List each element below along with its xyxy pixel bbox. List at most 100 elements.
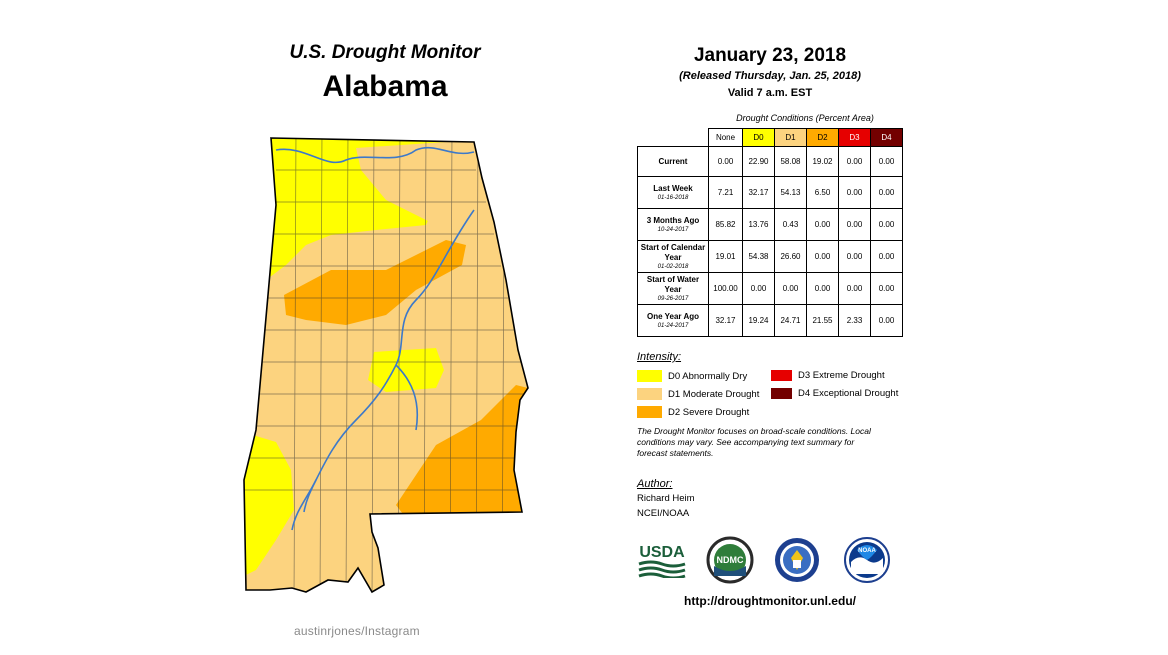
ndmc-logo-text: NDMC: [717, 555, 744, 565]
legend-item-d0: D0 Abnormally Dry: [637, 370, 747, 382]
col-header: D2: [806, 128, 839, 147]
legend-swatch-d3: [771, 370, 792, 381]
map-date: January 23, 2018: [693, 45, 847, 66]
table-cell: 19.02: [806, 146, 839, 177]
table-cell: 0.00: [838, 146, 871, 177]
usda-logo-icon: USDA: [638, 544, 686, 578]
legend-label: D3 Extreme Drought: [798, 370, 885, 381]
col-header: None: [708, 128, 743, 147]
legend-swatch-d0: [637, 370, 662, 382]
table-row: Start of Calendar Year 01-02-2018 19.01 5…: [637, 240, 903, 273]
usda-logo-text: USDA: [639, 544, 685, 561]
legend-item-d1: D1 Moderate Drought: [637, 388, 759, 400]
table-cell: 58.08: [774, 146, 807, 177]
col-header: D0: [742, 128, 775, 147]
table-cell: 19.01: [708, 240, 743, 273]
row-date: 09-26-2017: [657, 295, 689, 302]
instagram-watermark: austinrjones/Instagram: [294, 624, 420, 638]
table-cell: 22.90: [742, 146, 775, 177]
table-cell: 0.00: [838, 208, 871, 241]
d1-region-northeast: [356, 140, 476, 240]
author-heading: Author:: [637, 478, 673, 490]
table-cell: 0.00: [742, 272, 775, 305]
row-date: 01-16-2018: [657, 194, 689, 201]
col-header: D1: [774, 128, 807, 147]
legend-item-d4: D4 Exceptional Drought: [771, 388, 898, 399]
table-cell: 32.17: [708, 304, 743, 337]
table-cell: 7.21: [708, 176, 743, 209]
table-cell: 32.17: [742, 176, 775, 209]
row-date: 01-02-2018: [657, 263, 689, 270]
table-cell: 0.00: [806, 240, 839, 273]
table-cell: 0.00: [838, 176, 871, 209]
state-name: Alabama: [322, 70, 448, 103]
legend-label: D2 Severe Drought: [668, 406, 750, 418]
table-row: One Year Ago 01-24-2017 32.17 19.24 24.71…: [637, 304, 903, 337]
table-cell: 21.55: [806, 304, 839, 337]
table-cell: 0.00: [870, 240, 903, 273]
author-name: Richard Heim: [637, 493, 695, 504]
row-label: Start of Water Year 09-26-2017: [637, 272, 709, 305]
noaa-logo-text: NOAA: [858, 548, 876, 554]
table-row: Last Week 01-16-2018 7.21 32.17 54.13 6.5…: [637, 176, 903, 209]
table-cell: 0.00: [806, 208, 839, 241]
table-cell: 0.00: [774, 272, 807, 305]
table-cell: 0.00: [870, 272, 903, 305]
col-header: D4: [870, 128, 903, 147]
legend-label: D1 Moderate Drought: [668, 388, 760, 400]
d0-region-southwest: [244, 430, 294, 580]
legend-item-d3: D3 Extreme Drought: [771, 370, 885, 381]
row-label: One Year Ago 01-24-2017: [637, 304, 709, 337]
row-label: Last Week 01-16-2018: [637, 176, 709, 209]
table-cell: 2.33: [838, 304, 871, 337]
drought-conditions-table: None D0 D1 D2 D3 D4 Current 0.00 22.90 5…: [637, 128, 903, 337]
table-cell: 0.00: [870, 208, 903, 241]
table-cell: 0.00: [708, 146, 743, 177]
valid-time: Valid 7 a.m. EST: [727, 87, 813, 99]
ndmc-logo-icon: NDMC: [706, 536, 754, 584]
table-caption: Drought Conditions (Percent Area): [736, 113, 874, 123]
noaa-logo-icon: NOAA: [844, 537, 890, 583]
legend-swatch-d2: [637, 406, 662, 418]
row-label: Current: [637, 146, 709, 177]
table-cell: 24.71: [774, 304, 807, 337]
table-cell: 0.00: [870, 304, 903, 337]
state-outline: [243, 137, 529, 594]
legend-label: D4 Exceptional Drought: [798, 388, 899, 399]
table-row: Current 0.00 22.90 58.08 19.02 0.00 0.00: [637, 146, 903, 177]
county-lines: [244, 138, 524, 592]
alabama-drought-map: [243, 137, 529, 594]
table-cell: 100.00: [708, 272, 743, 305]
table-cell: 54.13: [774, 176, 807, 209]
table-cell: 0.00: [870, 146, 903, 177]
row-date: 01-24-2017: [657, 322, 689, 329]
table-row: Start of Water Year 09-26-2017 100.00 0.0…: [637, 272, 903, 305]
author-org: NCEI/NOAA: [637, 508, 690, 519]
table-cell: 13.76: [742, 208, 775, 241]
table-cell: 26.60: [774, 240, 807, 273]
intensity-heading: Intensity:: [637, 351, 682, 363]
table-row: 3 Months Ago 10-24-2017 85.82 13.76 0.43 …: [637, 208, 903, 241]
table-cell: 0.00: [806, 272, 839, 305]
rivers: [275, 146, 475, 531]
row-label: Start of Calendar Year 01-02-2018: [637, 240, 709, 273]
table-cell: 85.82: [708, 208, 743, 241]
release-date: (Released Thursday, Jan. 25, 2018): [679, 70, 861, 82]
website-link[interactable]: http://droughtmonitor.unl.edu/: [684, 594, 856, 608]
disclaimer-note: The Drought Monitor focuses on broad-sca…: [637, 426, 871, 458]
d2-region-central: [284, 240, 466, 325]
legend-item-d2: D2 Severe Drought: [637, 406, 749, 418]
d0-region-central: [368, 348, 444, 392]
table-cell: 19.24: [742, 304, 775, 337]
legend-swatch-d1: [637, 388, 662, 400]
legend-swatch-d4: [771, 388, 792, 399]
table-cell: 0.00: [838, 240, 871, 273]
table-header-row: None D0 D1 D2 D3 D4: [638, 128, 903, 147]
table-cell: 54.38: [742, 240, 775, 273]
table-cell: 6.50: [806, 176, 839, 209]
table-cell: 0.43: [774, 208, 807, 241]
row-date: 10-24-2017: [657, 226, 689, 233]
d2-region-southeast: [396, 385, 528, 530]
table-cell: 0.00: [870, 176, 903, 209]
legend-label: D0 Abnormally Dry: [668, 370, 748, 382]
